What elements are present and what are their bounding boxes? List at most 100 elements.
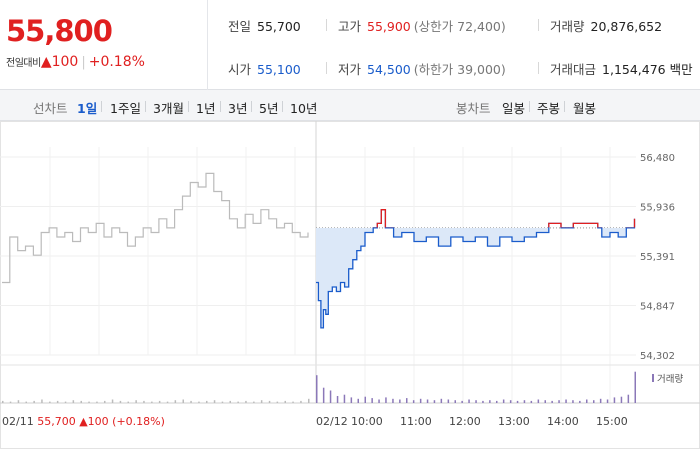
volume-bar (245, 400, 247, 403)
volume-bar (385, 397, 387, 403)
volume-bar (399, 399, 401, 403)
x-tick-label: 13:00 (498, 415, 530, 428)
volume-bar (343, 394, 346, 403)
footer-date: 02/11 (2, 415, 34, 428)
high-cell: 고가 55,900 (상한가 72,400) (338, 16, 506, 35)
volume-bar (276, 401, 279, 403)
volume-bar (530, 400, 533, 403)
chart-period-tabs: 선차트 1일 1주일 3개월 1년 3년 5년 10년 봉차트 일봉 주봉 월봉 (0, 90, 700, 121)
volume-bar (158, 400, 161, 403)
volume-bar (329, 390, 332, 403)
low-cell: 저가 54,500 (하한가 39,000) (338, 59, 506, 78)
tab-monthly-candle[interactable]: 월봉 (573, 101, 597, 116)
footer-rate: (+0.18%) (112, 415, 165, 428)
volume-bar (151, 401, 153, 403)
prev-day-line (2, 172, 309, 284)
tab-10year[interactable]: 10년 (290, 101, 318, 116)
divider (282, 101, 283, 112)
tab-1week[interactable]: 1주일 (110, 101, 141, 116)
volume-bar (433, 400, 436, 403)
current-price: 55,800 (6, 14, 113, 48)
volume-bar (88, 401, 90, 403)
candle-chart-label: 봉차트 (456, 101, 491, 116)
volume-bar (489, 400, 491, 403)
tab-1year[interactable]: 1년 (196, 101, 216, 116)
volume-bar (613, 397, 616, 403)
lower-limit: (하한가 39,000) (413, 62, 506, 77)
divider (326, 19, 327, 31)
prev-close-cell: 전일 55,700 (228, 16, 301, 35)
volume-bar (206, 400, 208, 403)
prev-close-label: 전일 (228, 19, 252, 34)
divider (538, 19, 539, 31)
tab-3month[interactable]: 3개월 (153, 101, 184, 116)
volume-bar (9, 401, 12, 403)
volume-bar (56, 400, 59, 403)
y-tick-label: 54,847 (640, 301, 675, 312)
volume-bar (454, 400, 456, 403)
x-tick-label: 12:00 (449, 415, 481, 428)
footer-arrow: ▲ (79, 415, 88, 428)
up-arrow-icon: ▲ (40, 54, 52, 70)
prev-close-value: 55,700 (257, 19, 301, 34)
price-summary: 55,800 전일대비▲100 | +0.18% (0, 0, 208, 90)
divider (529, 101, 530, 112)
x-tick-label: 10:00 (351, 415, 383, 428)
volume-bar (2, 400, 4, 403)
divider (251, 101, 252, 112)
footer-change: 100 (88, 415, 109, 428)
today-price-line-up (372, 209, 636, 228)
tab-3year[interactable]: 3년 (228, 101, 248, 116)
high-value: 55,900 (367, 19, 411, 34)
volume-label: 거래량 (550, 19, 585, 34)
open-label: 시가 (228, 62, 252, 77)
volume-bar (308, 398, 310, 403)
volume-bar (260, 400, 263, 403)
volume-value: 20,876,652 (590, 19, 663, 34)
volume-bar (229, 400, 231, 403)
volume-bar (127, 401, 129, 403)
volume-bar (300, 400, 302, 403)
quote-header: 55,800 전일대비▲100 | +0.18% 전일 55,700 고가 55,900… (0, 0, 700, 90)
volume-bar (551, 400, 553, 403)
amount-label: 거래대금 (550, 62, 597, 77)
volume-bar (579, 400, 581, 403)
x-tick-label: 15:00 (596, 415, 628, 428)
tab-5year[interactable]: 5년 (259, 101, 279, 116)
open-cell: 시가 55,100 (228, 59, 301, 78)
volume-bar (447, 399, 450, 403)
volume-bar (292, 401, 294, 403)
volume-bar (190, 400, 192, 403)
divider (538, 62, 539, 74)
change-value: 100 (51, 54, 79, 70)
volume-bar (350, 397, 353, 403)
footer-price: 55,700 (37, 415, 76, 428)
volume-bar (426, 399, 429, 403)
tab-1day[interactable]: 1일 (77, 101, 98, 116)
volume-bar (606, 399, 609, 403)
volume-bar (41, 399, 43, 403)
volume-bar (378, 399, 380, 403)
volume-bar (634, 371, 636, 403)
volume-bar (558, 400, 560, 403)
volume-bar (143, 400, 145, 403)
y-tick-label: 56,480 (640, 153, 675, 164)
divider (326, 62, 327, 74)
volume-bar (237, 401, 239, 403)
volume-bar (599, 398, 602, 403)
tab-daily-candle[interactable]: 일봉 (502, 101, 526, 116)
y-tick-label: 55,391 (640, 252, 675, 263)
today-fill-area (316, 227, 627, 328)
x-tick-label: 11:00 (400, 415, 432, 428)
volume-bar (111, 399, 114, 403)
volume-bar (440, 398, 443, 403)
line-chart-label: 선차트 (33, 101, 68, 116)
tab-weekly-candle[interactable]: 주봉 (537, 101, 561, 116)
volume-bar (253, 401, 255, 403)
volume-bar (322, 387, 325, 403)
volume-bar (419, 398, 422, 403)
volume-bar (357, 398, 359, 403)
volume-bar (461, 400, 463, 403)
volume-bar (72, 400, 75, 403)
